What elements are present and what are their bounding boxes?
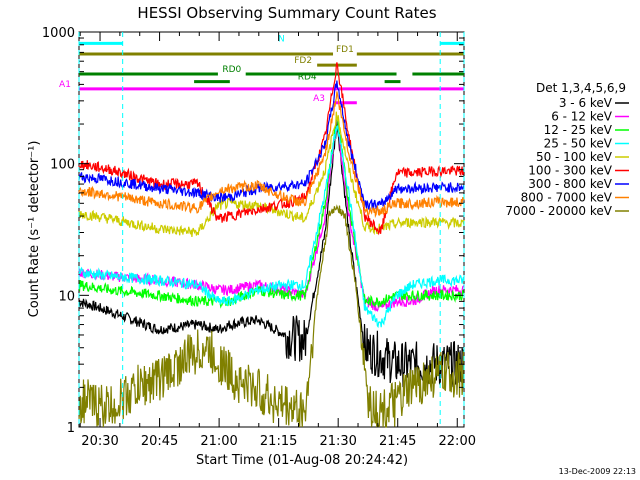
legend-entry-label: 3 - 6 keV <box>559 96 613 110</box>
x-tick-label: 21:00 <box>200 434 237 449</box>
y-tick-label: 100 <box>50 158 75 173</box>
flag-label: N <box>278 34 285 44</box>
legend-entry-label: 6 - 12 keV <box>551 110 613 124</box>
series-line <box>78 62 465 236</box>
chart-title: HESSI Observing Summary Count Rates <box>137 4 436 22</box>
y-tick-label: 1 <box>67 421 75 436</box>
series-line <box>78 80 465 212</box>
x-tick-label: 22:00 <box>439 434 476 449</box>
legend-entry-label: 12 - 25 keV <box>544 123 613 137</box>
legend-title: Det 1,3,4,5,6,9 <box>536 81 626 95</box>
series-line <box>78 118 465 388</box>
axes: 1 10 100 1000 20:30 20:45 21:00 21:15 21:30 21:45… <box>42 26 476 449</box>
flag-label: FD2 <box>294 56 312 66</box>
y-axis-label: Count Rate (s⁻¹ detector⁻¹) <box>27 141 42 318</box>
y-tick-label: 1000 <box>42 26 75 41</box>
series-lines <box>78 62 465 428</box>
series-line <box>78 124 465 329</box>
series-line <box>78 204 465 428</box>
legend-entry-label: 100 - 300 keV <box>528 164 612 178</box>
x-tick-label: 20:45 <box>141 434 178 449</box>
plot-frame <box>78 31 465 428</box>
legend-entry-label: 50 - 100 keV <box>536 150 613 164</box>
flag-label: FD1 <box>336 45 354 55</box>
legend-entry-label: 800 - 7000 keV <box>521 191 613 205</box>
flag-label: A3 <box>313 94 325 104</box>
timestamp-annotation: 13-Dec-2009 22:13 <box>559 467 636 476</box>
flag-label: A1 <box>59 80 71 90</box>
legend-entry-label: 7000 - 20000 keV <box>505 204 612 218</box>
plot-area <box>78 31 465 428</box>
x-tick-label: 21:45 <box>379 434 416 449</box>
x-tick-label: 20:30 <box>81 434 118 449</box>
y-tick-label: 10 <box>58 289 75 304</box>
flag-label: RD0 <box>222 65 241 75</box>
legend-entry-label: 300 - 800 keV <box>528 177 612 191</box>
flag-label: RD4 <box>298 73 317 83</box>
legend-entry-label: 25 - 50 keV <box>544 137 613 151</box>
x-axis-label: Start Time (01-Aug-08 20:24:42) <box>196 453 408 468</box>
x-tick-label: 21:30 <box>319 434 356 449</box>
flag-bars: N FD1 FD2 RD0 RD4 A1 A3 <box>59 34 464 105</box>
x-tick-label: 21:15 <box>260 434 297 449</box>
series-line <box>78 91 465 219</box>
